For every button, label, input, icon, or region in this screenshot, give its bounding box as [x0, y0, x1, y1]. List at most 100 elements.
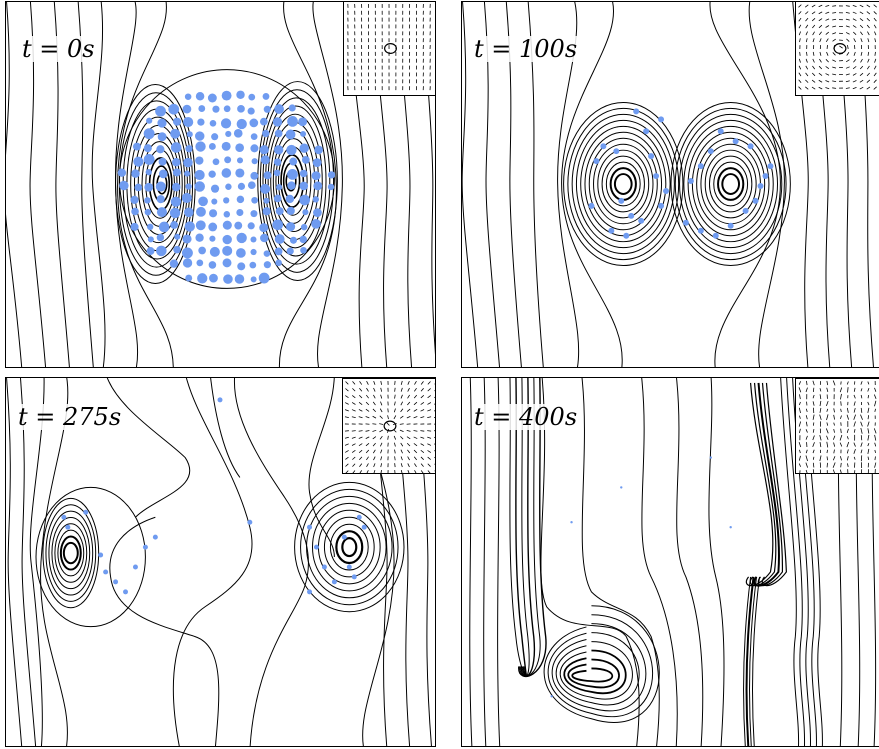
velocity-arrow [365, 394, 369, 399]
velocity-arrow [812, 51, 815, 56]
particle [697, 227, 704, 234]
velocity-arrow [873, 86, 877, 90]
streamline [172, 378, 253, 746]
velocity-arrow [413, 416, 418, 419]
velocity-arrow [860, 38, 863, 43]
particle [195, 131, 205, 141]
velocity-arrow [344, 436, 349, 439]
velocity-arrow [874, 456, 876, 461]
particle [628, 212, 635, 219]
streamline [257, 81, 338, 281]
velocity-arrow [840, 401, 842, 406]
particle [158, 169, 168, 179]
particle [208, 143, 216, 150]
streamline [597, 149, 650, 219]
particle [235, 168, 245, 178]
velocity-arrow [873, 72, 877, 77]
velocity-arrow [366, 470, 369, 473]
velocity-arrow [860, 381, 863, 385]
velocity-arrow [812, 401, 815, 406]
streamline [48, 510, 94, 596]
velocity-arrow [846, 381, 849, 385]
inset-plot [795, 378, 879, 474]
velocity-arrow [406, 442, 411, 447]
velocity-arrow [400, 470, 403, 473]
velocity-arrow [826, 400, 829, 407]
velocity-arrow [380, 387, 383, 392]
streamline [317, 509, 381, 585]
streamline [696, 137, 766, 231]
particle [273, 194, 282, 203]
particle [134, 183, 143, 192]
velocity-arrow [420, 409, 425, 412]
velocity-arrow [819, 442, 822, 448]
velocity-arrow [812, 31, 815, 36]
particle [117, 168, 127, 177]
particle [287, 116, 298, 127]
velocity-arrow [805, 17, 809, 22]
particle [234, 274, 245, 284]
velocity-arrow [380, 456, 383, 461]
streamline [691, 131, 770, 237]
particle [209, 235, 216, 242]
particle [61, 514, 67, 520]
particle [259, 117, 268, 126]
streamline [527, 2, 544, 367]
velocity-arrow [860, 427, 863, 434]
streamline [751, 576, 761, 746]
particle [133, 156, 144, 167]
velocity-arrow [798, 4, 802, 8]
velocity-arrow [407, 380, 410, 385]
streamline [761, 382, 787, 587]
velocity-arrow [859, 79, 864, 83]
velocity-arrow [406, 430, 411, 432]
streamline [563, 101, 684, 267]
velocity-arrow [380, 449, 383, 454]
velocity-arrow [407, 470, 410, 473]
particle [251, 158, 258, 165]
streamline [518, 378, 547, 677]
streamline [786, 378, 806, 746]
streamline [717, 167, 745, 201]
streamline [329, 523, 369, 571]
particle [234, 221, 243, 230]
particle [182, 234, 192, 244]
velocity-arrow [427, 436, 432, 439]
velocity-arrow [867, 428, 870, 434]
particle [182, 258, 193, 268]
velocity-arrow [799, 394, 801, 400]
velocity-arrow [434, 450, 435, 452]
particle [235, 143, 244, 153]
particle [209, 209, 218, 218]
particle [183, 117, 194, 128]
particle [762, 173, 769, 180]
particle [608, 227, 615, 234]
velocity-arrow [867, 421, 870, 427]
velocity-arrow [874, 462, 877, 468]
particle [327, 171, 336, 179]
particle [570, 521, 573, 524]
particle [169, 259, 179, 268]
velocity-arrow [873, 65, 877, 70]
velocity-arrow [394, 449, 396, 454]
particle [223, 105, 231, 113]
streamline [679, 113, 783, 255]
velocity-arrow [400, 408, 404, 413]
velocity-arrow [866, 24, 870, 29]
velocity-arrow [799, 401, 801, 406]
particle [222, 258, 232, 268]
particle [142, 544, 148, 550]
velocity-arrow [805, 65, 809, 70]
particle [217, 397, 223, 403]
streamline [294, 481, 405, 613]
particle [247, 519, 253, 525]
particle [212, 158, 220, 166]
velocity-arrow [818, 65, 823, 70]
particle [752, 197, 759, 204]
particle [225, 183, 232, 190]
streamline [753, 382, 780, 587]
particle [307, 524, 313, 530]
streamline [312, 2, 343, 367]
particle [222, 234, 232, 245]
particle [289, 236, 298, 244]
